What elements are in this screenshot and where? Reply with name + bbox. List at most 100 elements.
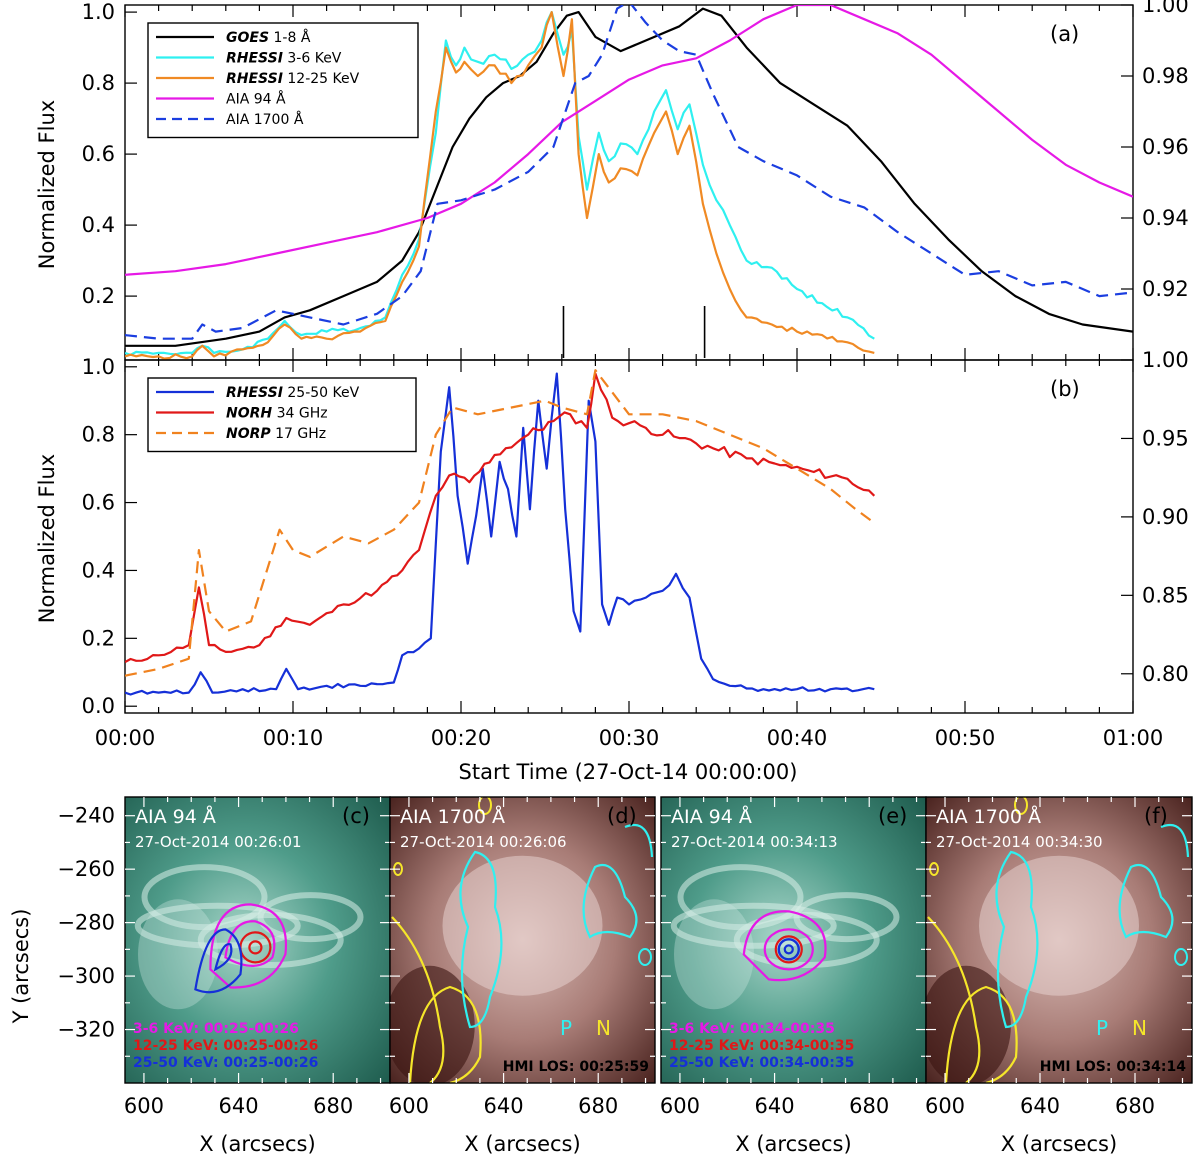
image-x-tick-label: 600 — [660, 1094, 700, 1118]
yellow-contour-2 — [944, 985, 1018, 1083]
cyan-contour-2 — [1118, 864, 1174, 939]
image-y-tick-label: −280 — [57, 911, 115, 935]
image-x-tick-label: 680 — [313, 1094, 353, 1118]
y-tick-label: 0.6 — [82, 491, 115, 515]
y2-tick-label: 0.95 — [1142, 426, 1189, 450]
x-tick-label: 00:30 — [599, 726, 660, 750]
y2-tick-label: 0.90 — [1142, 505, 1189, 529]
contour-12-25kev — [774, 935, 803, 964]
legend-entry: AIA 1700 Å — [226, 111, 304, 128]
coronal-loop — [141, 864, 268, 931]
legend-band: 1-8 Å — [269, 29, 311, 46]
image-panel-d: P N HMI LOS: 00:25:59 600 640 680 X (arcsecs) A… — [389, 796, 656, 1156]
image-content — [125, 797, 390, 1083]
image-legend-entry: 3-6 KeV: 00:34-00:35 — [669, 1021, 835, 1037]
bright-region — [138, 899, 218, 1010]
y-tick-label: 0.8 — [82, 71, 115, 95]
y2-tick-label: 0.80 — [1142, 662, 1189, 686]
contour-3-6kev-inner — [224, 920, 276, 967]
legend-band: 17 GHz — [271, 426, 326, 442]
polarity-p-label: P — [1096, 1016, 1108, 1040]
cyan-contour — [459, 850, 503, 1029]
yellow-contour-3 — [478, 797, 492, 815]
image-x-axis-label: X (arcsecs) — [1001, 1132, 1117, 1156]
dark-region — [390, 965, 475, 1083]
hmi-time-label: HMI LOS: 00:34:14 — [1040, 1059, 1187, 1075]
yellow-contour-2 — [408, 985, 482, 1083]
contour-25-50kev — [194, 928, 243, 994]
image-panel-label: (f) — [1144, 804, 1168, 828]
y-tick-label: 0.2 — [82, 626, 115, 650]
y2-tick-label: 1.00 — [1142, 348, 1189, 372]
image-content — [661, 797, 926, 1083]
contour-25-50kev — [777, 938, 800, 961]
x-tick-label: 00:20 — [431, 726, 492, 750]
panel-b-lightcurves: 00:00 00:10 00:20 00:30 00:40 00:50 01:00 0.0 0.… — [35, 348, 1189, 750]
legend-instrument: RHESSI — [226, 51, 283, 67]
image-frame — [389, 796, 656, 1084]
y-tick-label: 0.2 — [82, 284, 115, 308]
image-x-axis-label: X (arcsecs) — [199, 1132, 315, 1156]
legend-box — [147, 377, 417, 453]
image-x-tick-label: 680 — [1115, 1094, 1155, 1118]
cyan-contour-3 — [624, 824, 654, 858]
image-legend-entry: 12-25 KeV: 00:25-00:26 — [133, 1038, 318, 1054]
image-x-tick-label: 640 — [1020, 1094, 1060, 1118]
coronal-loop — [793, 892, 900, 943]
series-line-goes-0 — [125, 7, 1133, 347]
image-y-tick-label: −320 — [57, 1018, 115, 1042]
image-x-tick-label: 680 — [849, 1094, 889, 1118]
y2-tick-label: 0.94 — [1142, 206, 1189, 230]
contour-25-50kev-inner — [213, 942, 233, 972]
y-tick-label: 1.0 — [82, 355, 115, 379]
y2-tick-label: 0.85 — [1142, 583, 1189, 607]
bright-region — [674, 899, 754, 1010]
coronal-loop — [197, 912, 344, 968]
contour-3-6kev-inner — [763, 928, 814, 971]
polarity-n-label: N — [1132, 1016, 1147, 1040]
hmi-time-label: HMI LOS: 00:25:59 — [503, 1059, 649, 1075]
image-x-tick-label: 640 — [219, 1094, 259, 1118]
legend-instrument: NORP — [226, 426, 271, 442]
image-x-tick-label: 640 — [755, 1094, 795, 1118]
legend-entry: NORP 17 GHz — [226, 426, 326, 442]
y-tick-label: 0.6 — [82, 142, 115, 166]
y2-tick-label: 0.98 — [1142, 64, 1189, 88]
legend-instrument: RHESSI — [226, 385, 283, 401]
image-panel-label: (c) — [342, 804, 370, 828]
y-axis-label: Normalized Flux — [35, 100, 59, 269]
panel-a-lightcurves: 0.2 0.4 0.6 0.8 1.0 0.92 0.94 0.96 0.98 1.00 Norma… — [35, 0, 1189, 361]
legend-entry: RHESSI 3-6 KeV — [226, 51, 342, 67]
contour-3-6kev — [209, 903, 288, 989]
y2-tick-label: 1.00 — [1142, 0, 1189, 17]
y2-tick-label: 0.96 — [1142, 135, 1189, 159]
legend-band: 34 GHz — [272, 406, 327, 422]
dark-region — [926, 965, 1011, 1083]
image-x-axis-label: X (arcsecs) — [735, 1132, 851, 1156]
image-x-axis-label: X (arcsecs) — [464, 1132, 580, 1156]
image-date: 27-Oct-2014 00:26:01 — [135, 833, 302, 851]
bright-ribbon — [442, 855, 603, 996]
legend-band: 25-50 KeV — [283, 385, 360, 401]
legend-instrument: RHESSI — [226, 71, 283, 87]
y-tick-label: 0.4 — [82, 213, 115, 237]
contour-25-50kev-inner — [783, 944, 794, 955]
x-tick-label: 01:00 — [1103, 726, 1164, 750]
image-date: 27-Oct-2014 00:34:13 — [671, 833, 838, 851]
series-line-norp-2 — [125, 369, 875, 677]
image-frame — [925, 796, 1193, 1084]
y-tick-label: 0.8 — [82, 423, 115, 447]
y-tick-label: 0.0 — [82, 694, 115, 718]
image-title: AIA 94 Å — [135, 805, 216, 828]
polarity-p-label: P — [560, 1016, 572, 1040]
yellow-contour — [391, 916, 445, 1083]
image-y-tick-label: −260 — [57, 857, 115, 881]
image-date: 27-Oct-2014 00:34:30 — [936, 833, 1103, 851]
yellow-contour-3 — [1014, 797, 1028, 815]
